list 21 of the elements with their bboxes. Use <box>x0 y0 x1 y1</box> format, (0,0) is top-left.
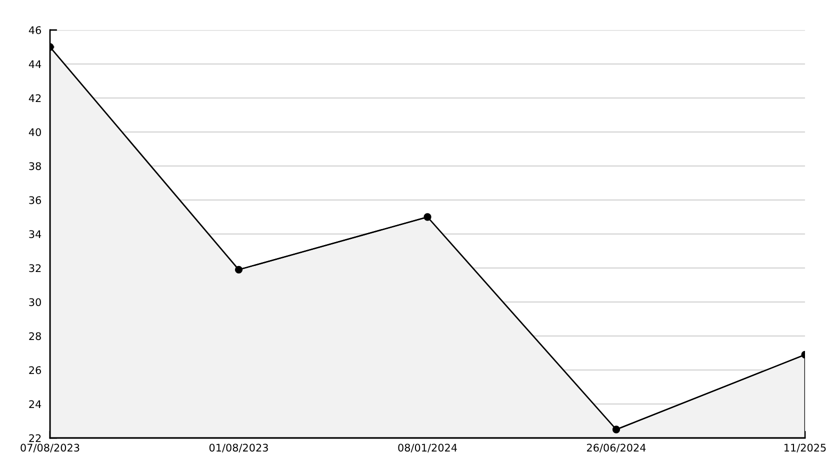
x-tick-label: 07/08/2023 <box>20 444 80 452</box>
y-tick-label: 26 <box>29 366 42 374</box>
y-tick-label: 44 <box>28 60 42 68</box>
point <box>424 213 432 221</box>
y-tick-label: 32 <box>29 264 41 272</box>
point <box>612 426 620 434</box>
x-tick-label: 01/08/2023 <box>209 444 268 452</box>
y-tick-label: 34 <box>29 230 42 238</box>
y-tick-label: 46 <box>28 26 42 34</box>
y-tick-label: 36 <box>29 196 42 204</box>
x-tick-label: 08/01/2024 <box>398 444 457 452</box>
y-tick-label: 42 <box>28 94 41 102</box>
y-tick-label: 30 <box>29 298 41 306</box>
x-tick-label: 26/06/2024 <box>586 444 646 452</box>
y-tick-label: 38 <box>29 162 41 170</box>
y-tick-label: 28 <box>29 332 41 340</box>
y-tick-label: 24 <box>29 400 42 408</box>
y-tick-label: 40 <box>28 128 41 136</box>
point <box>234 266 243 274</box>
y-tick-label: 22 <box>29 434 41 442</box>
x-tick-label: 11/2025 <box>784 444 826 452</box>
